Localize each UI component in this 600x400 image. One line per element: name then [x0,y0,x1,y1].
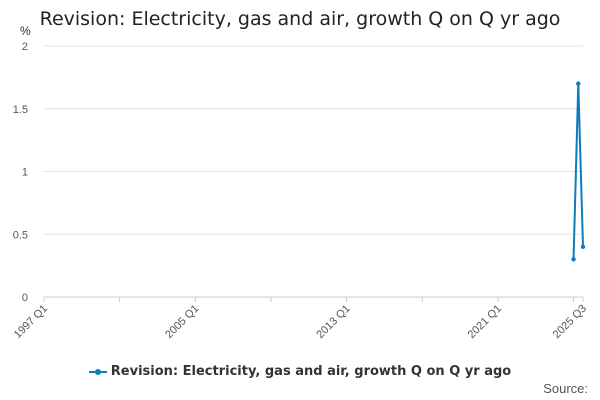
y-axis-ticks: 0 0.5 1 1.5 2 [13,41,28,304]
y-tick-label: 0.5 [13,229,28,241]
y-tick-label: 2 [22,41,28,53]
chart-title: Revision: Electricity, gas and air, grow… [39,8,561,30]
y-tick-label: 0 [22,292,28,304]
x-tick-label: 2013 Q1 [314,303,352,341]
y-axis-unit-label: % [20,24,31,38]
x-tick-label: 1997 Q1 [12,303,50,341]
series-group [571,81,586,262]
y-tick-label: 1.5 [13,104,28,116]
legend-line-marker-icon [88,367,107,377]
x-tick-label: 2021 Q1 [466,303,504,341]
y-tick-label: 1 [22,167,28,179]
legend[interactable]: Revision: Electricity, gas and air, grow… [0,364,600,379]
x-tick-label: 2005 Q1 [163,303,201,341]
source-label: Source: [543,381,588,396]
data-point[interactable] [576,81,581,86]
data-point[interactable] [571,257,576,262]
data-point[interactable] [580,244,586,249]
x-axis: 1997 Q1 2005 Q1 2013 Q1 2021 Q1 2025 Q3 [12,296,589,341]
legend-label: Revision: Electricity, gas and air, grow… [110,364,512,379]
x-tick-label: 2025 Q3 [551,303,589,341]
gridlines [44,45,583,235]
